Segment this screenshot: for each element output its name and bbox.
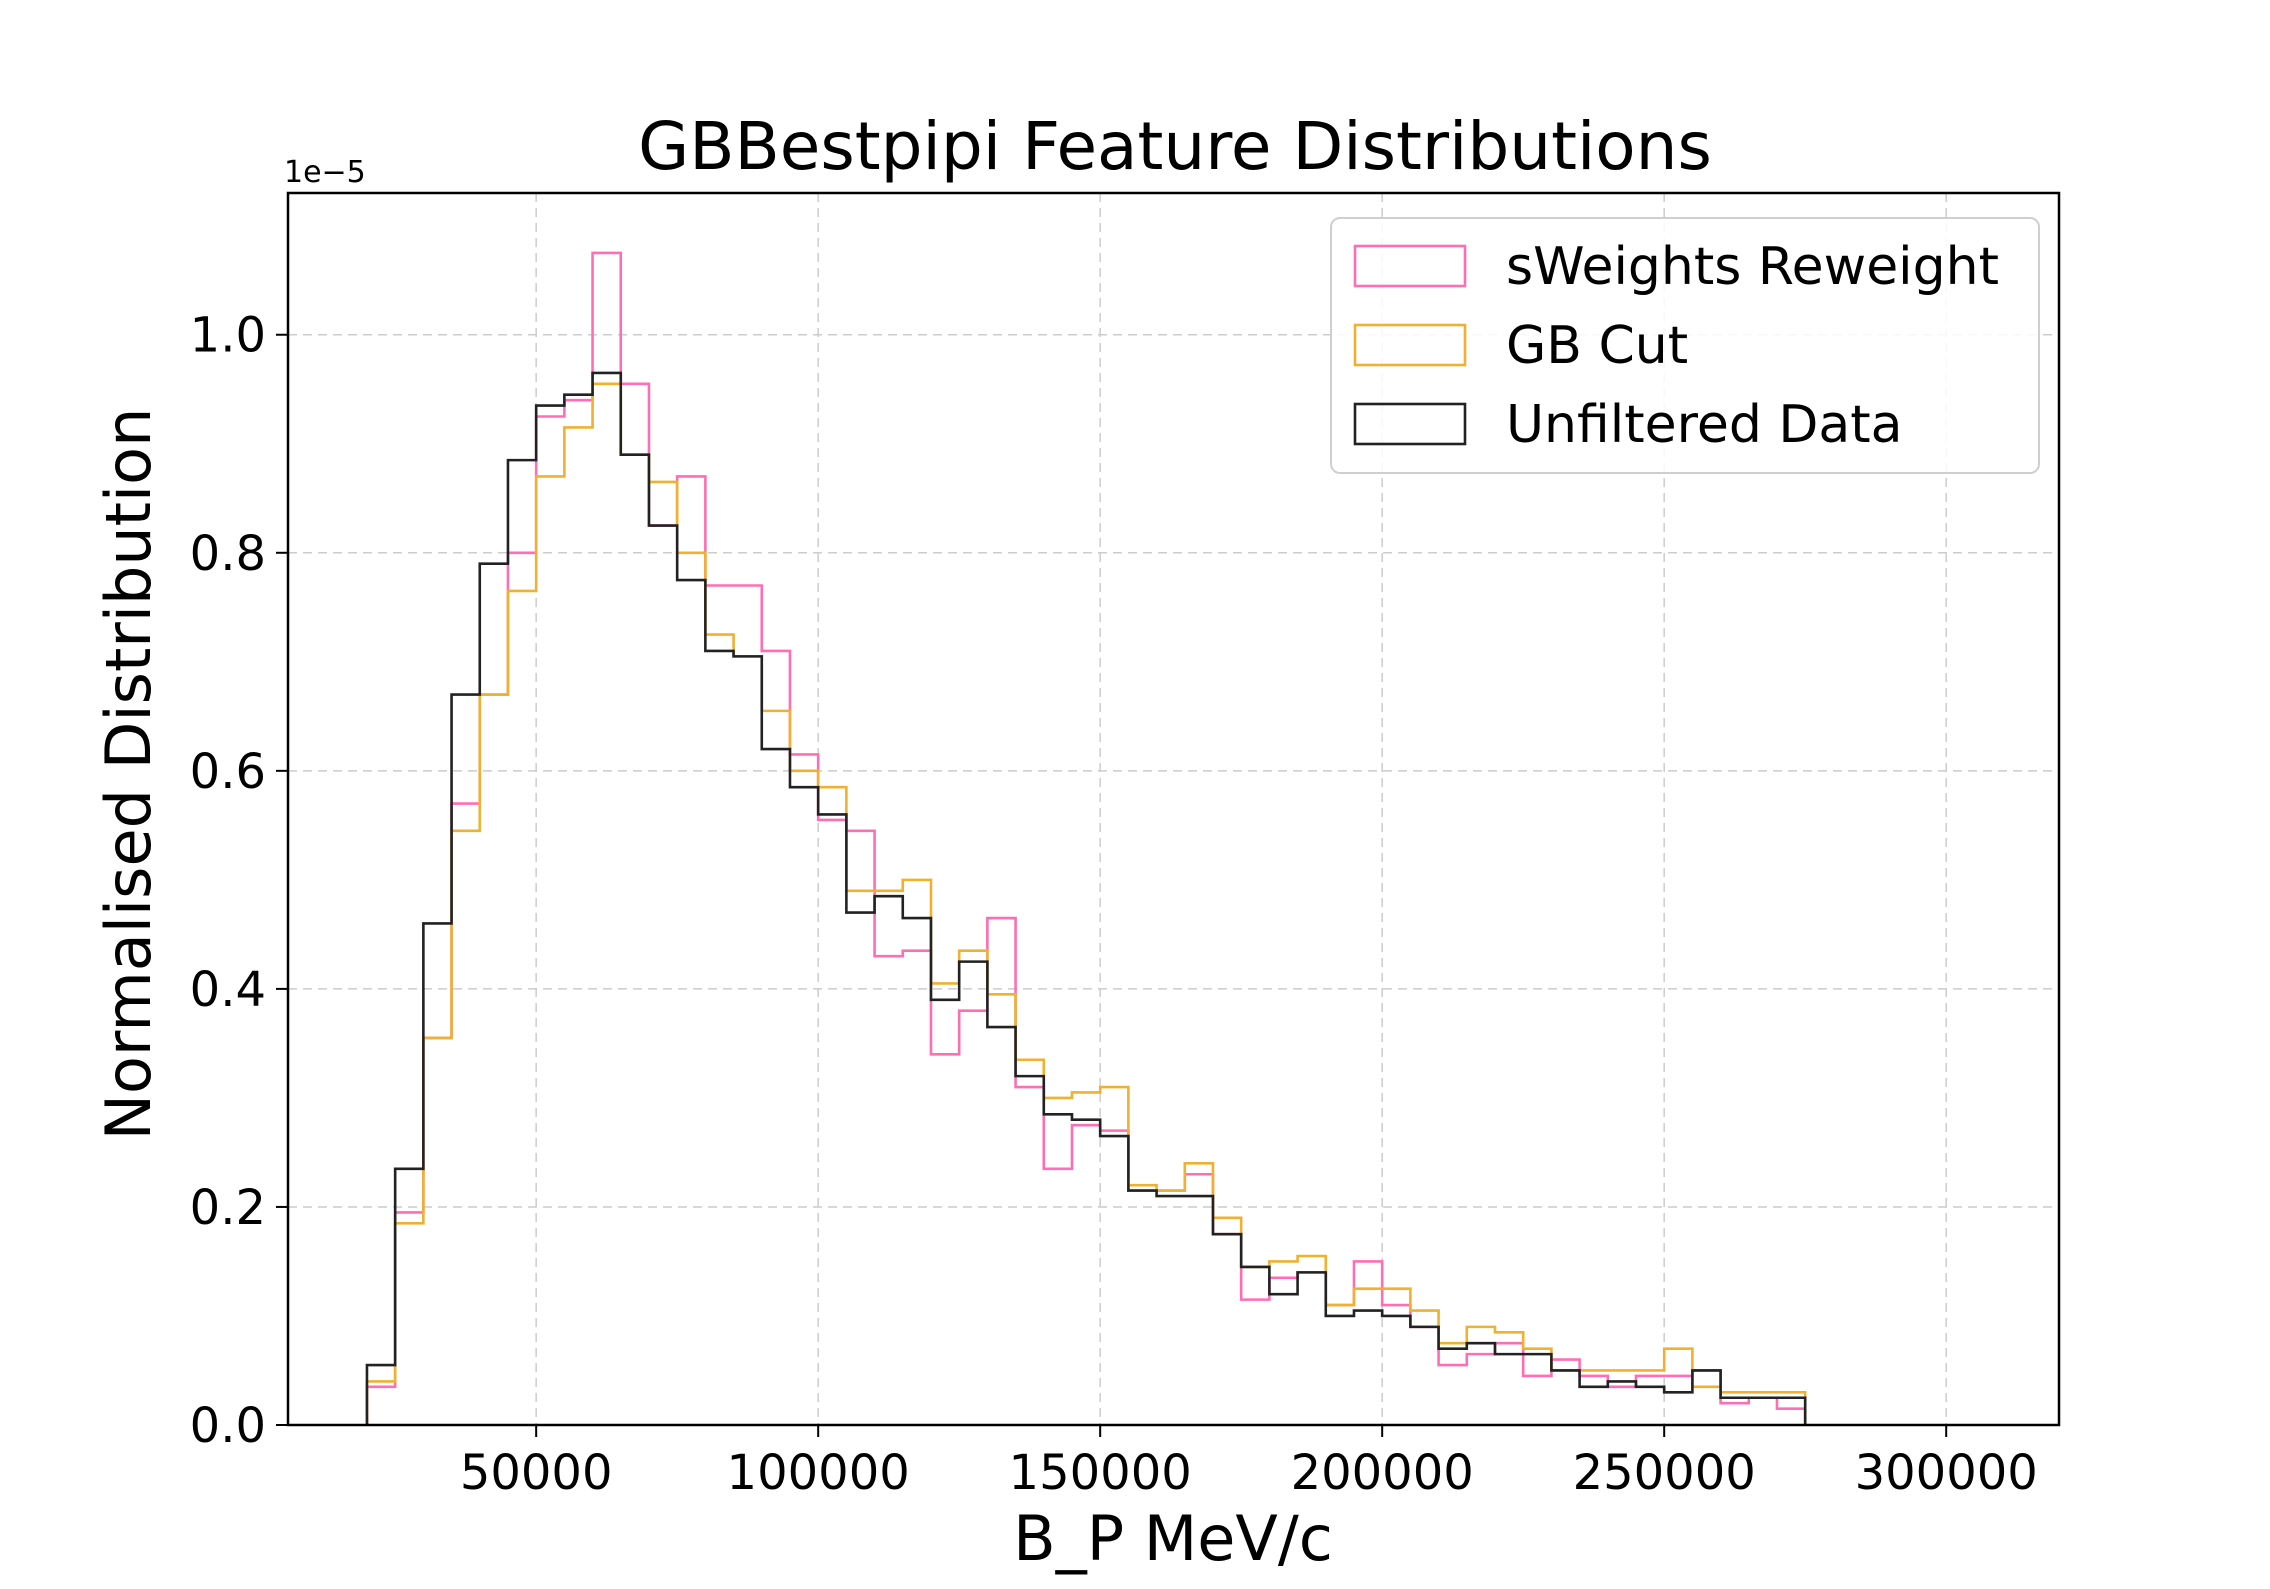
x-axis-label: B_P MeV/c [1013,1502,1333,1575]
histogram-series [365,251,1807,1425]
grid-lines [288,193,2059,1426]
y-tick-label: 0.8 [190,526,266,582]
legend-box [1330,217,2040,474]
y-tick-label: 0.0 [190,1398,266,1454]
legend-label-gb-cut: GB Cut [1506,316,1688,376]
y-tick-label: 0.4 [190,962,266,1018]
chart-title: GBBestpipi Feature Distributions [638,108,1712,185]
axis-ticks: 50000 100000 150000 200000 250000 300000 0.0 0.… [190,308,2038,1501]
x-tick-label: 100000 [727,1445,910,1501]
y-tick-label: 0.2 [190,1180,266,1236]
x-tick-label: 250000 [1573,1445,1756,1501]
x-tick-label: 300000 [1855,1445,2038,1501]
plot-area-frame [286,191,2061,1427]
legend: sWeights Reweight GB Cut Unfiltered Data [1330,217,2040,474]
legend-swatch-unfiltered-data [1353,402,1467,446]
legend-swatch-gb-cut [1353,323,1467,367]
series-sweights-reweight-steps [365,251,1807,1425]
series-unfiltered-data-steps [365,371,1807,1425]
y-tick-label: 0.6 [190,744,266,800]
x-tick-label: 50000 [460,1445,613,1501]
y-axis-label: Normalised Distribution [92,408,165,1141]
legend-label-unfiltered-data: Unfiltered Data [1506,395,1903,455]
x-tick-label: 150000 [1009,1445,1192,1501]
y-tick-label: 1.0 [190,308,266,364]
y-axis-offset-label: 1e−5 [284,155,366,190]
x-tick-label: 200000 [1291,1445,1474,1501]
legend-swatch-sweights-reweight [1353,244,1467,288]
legend-label-sweights-reweight: sWeights Reweight [1506,237,1999,297]
